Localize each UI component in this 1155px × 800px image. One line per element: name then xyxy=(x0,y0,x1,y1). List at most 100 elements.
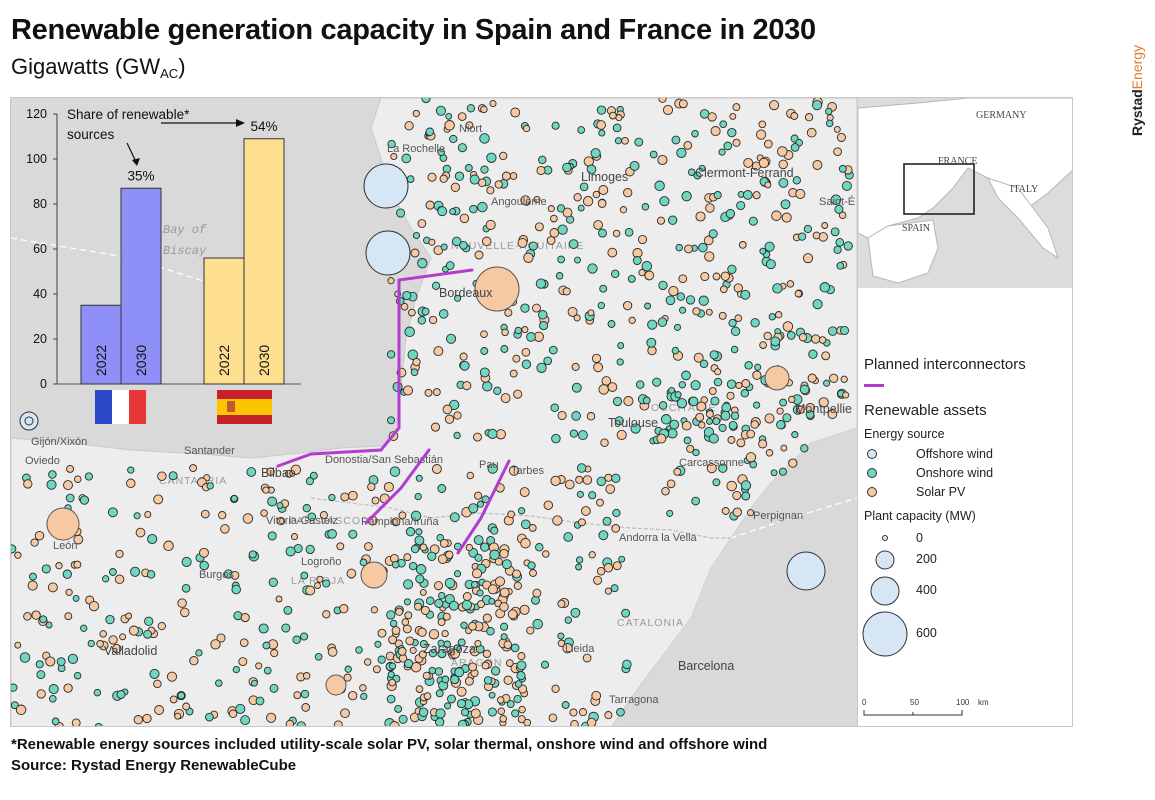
asset-dot xyxy=(726,391,735,400)
asset-dot xyxy=(114,574,125,585)
asset-dot xyxy=(720,271,730,281)
asset-dot xyxy=(582,653,592,663)
asset-dot xyxy=(412,231,421,240)
asset-dot xyxy=(604,587,613,595)
asset-dot xyxy=(465,121,474,130)
svg-text:0: 0 xyxy=(862,698,867,707)
bars: 2022 2030 35% 2022 2030 54% xyxy=(80,119,285,385)
asset-dot xyxy=(419,543,428,552)
asset-dot xyxy=(509,172,518,180)
asset-dot xyxy=(827,326,838,336)
asset-dot xyxy=(490,526,499,535)
asset-dot xyxy=(509,369,518,378)
solar-pv-asset[interactable] xyxy=(360,561,388,589)
asset-dot xyxy=(704,251,715,262)
asset-dot xyxy=(748,216,758,226)
asset-dot xyxy=(419,588,427,596)
asset-dot xyxy=(612,123,622,133)
asset-dot xyxy=(557,410,567,421)
asset-dot xyxy=(696,401,707,412)
asset-dot xyxy=(34,530,45,541)
asset-dot xyxy=(180,607,190,618)
bar-spain-2022 xyxy=(203,257,245,385)
asset-dot xyxy=(561,701,570,709)
asset-dot xyxy=(267,496,278,507)
asset-dot xyxy=(587,263,598,274)
asset-dot xyxy=(130,566,141,577)
asset-dot xyxy=(678,274,688,284)
map-canvas[interactable]: NOUVELLE-AQUITAINE OCCITANIE CANTABRIA P… xyxy=(11,98,857,727)
asset-dot xyxy=(407,349,419,360)
asset-dot xyxy=(719,285,728,294)
asset-dot xyxy=(632,256,642,265)
offshore-wind-asset[interactable] xyxy=(786,551,826,591)
asset-dot xyxy=(579,182,589,192)
asset-dot xyxy=(693,352,704,363)
asset-dot xyxy=(437,649,447,659)
asset-dot xyxy=(428,238,436,246)
asset-dot xyxy=(533,195,541,204)
asset-dot xyxy=(65,588,73,596)
asset-dot xyxy=(189,656,199,666)
offshore-wind-asset[interactable] xyxy=(363,163,409,209)
asset-dot xyxy=(836,261,845,270)
asset-dot xyxy=(486,627,495,636)
solar-pv-asset[interactable] xyxy=(474,266,520,312)
spain-flag xyxy=(217,390,272,424)
asset-dot xyxy=(36,689,46,699)
asset-dot xyxy=(521,359,532,370)
asset-dot xyxy=(415,574,425,584)
asset-dot xyxy=(732,103,741,112)
asset-dot xyxy=(621,608,631,618)
asset-dot xyxy=(644,270,655,281)
asset-dot xyxy=(499,548,509,559)
asset-dot xyxy=(698,164,706,172)
asset-dot xyxy=(105,614,115,625)
asset-dot xyxy=(499,587,510,598)
asset-dot xyxy=(408,561,418,571)
asset-dot xyxy=(666,479,676,489)
asset-dot xyxy=(437,148,445,157)
asset-dot xyxy=(389,466,401,477)
asset-dot xyxy=(586,164,597,175)
asset-dot xyxy=(798,333,808,342)
offshore-wind-asset[interactable] xyxy=(365,230,411,276)
water-label: Biscay xyxy=(163,244,207,258)
asset-dot xyxy=(477,600,485,609)
asset-dot xyxy=(461,599,473,611)
asset-dot xyxy=(367,482,376,491)
asset-dot xyxy=(782,413,792,423)
asset-dot xyxy=(444,414,455,424)
asset-dot xyxy=(269,683,279,693)
planned-interconnectors xyxy=(276,268,511,555)
asset-dot xyxy=(808,349,818,359)
asset-dot xyxy=(290,464,302,475)
asset-dot xyxy=(445,112,453,120)
asset-dot xyxy=(575,556,584,564)
solar-pv-asset[interactable] xyxy=(764,365,790,391)
asset-dot xyxy=(518,705,526,714)
asset-dot xyxy=(681,191,692,202)
solar-pv-asset[interactable] xyxy=(325,674,347,696)
asset-dot xyxy=(434,667,444,676)
asset-dot xyxy=(535,278,547,289)
asset-dot xyxy=(728,318,737,328)
asset-dot xyxy=(725,209,736,219)
asset-dot xyxy=(430,422,441,432)
asset-dot xyxy=(624,227,634,237)
asset-dot xyxy=(447,694,456,704)
asset-dot xyxy=(742,190,753,200)
asset-dot xyxy=(512,569,522,579)
asset-dot xyxy=(587,309,595,317)
asset-dot xyxy=(41,564,51,574)
asset-dot xyxy=(718,463,728,473)
asset-dot xyxy=(72,594,80,602)
solar-pv-asset[interactable] xyxy=(46,507,80,541)
asset-dot xyxy=(474,491,483,500)
asset-dot xyxy=(427,172,437,182)
asset-dot xyxy=(600,438,609,447)
asset-dot xyxy=(488,597,496,605)
asset-dot xyxy=(510,107,521,118)
asset-dot xyxy=(268,577,278,587)
asset-dot xyxy=(319,511,328,520)
